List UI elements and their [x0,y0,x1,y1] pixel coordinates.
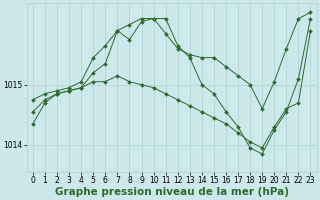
X-axis label: Graphe pression niveau de la mer (hPa): Graphe pression niveau de la mer (hPa) [55,187,289,197]
